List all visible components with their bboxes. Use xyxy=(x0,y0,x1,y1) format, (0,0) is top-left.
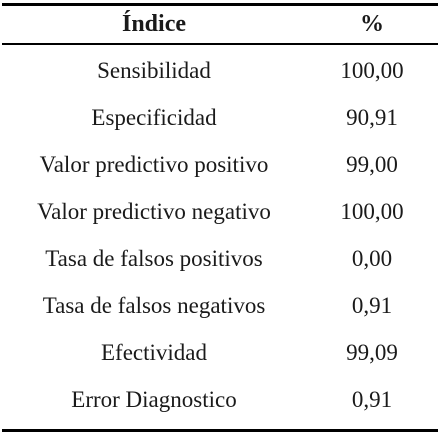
table-row: Valor predictivo negativo 100,00 xyxy=(2,188,438,235)
table-row: Especificidad 90,91 xyxy=(2,94,438,141)
row-index-label: Error Diagnostico xyxy=(71,386,237,412)
row-index-label: Especificidad xyxy=(91,104,217,130)
row-index-label: Efectividad xyxy=(100,339,207,365)
table-top-rule xyxy=(2,3,438,6)
row-index-label: Valor predictivo positivo xyxy=(39,151,269,177)
table-row: Sensibilidad 100,00 xyxy=(2,47,438,94)
row-percent-value: 99,09 xyxy=(346,339,398,365)
table-bottom-rule xyxy=(2,429,438,432)
row-index-label: Sensibilidad xyxy=(97,57,211,83)
row-percent-value: 90,91 xyxy=(346,104,398,130)
row-percent-value: 0,91 xyxy=(351,292,393,318)
diagnostic-indices-table: Índice % Sensibilidad 100,00 Especificid… xyxy=(2,3,438,432)
table-body: Sensibilidad 100,00 Especificidad 90,91 … xyxy=(2,45,438,423)
table-row: Tasa de falsos negativos 0,91 xyxy=(2,282,438,329)
row-index-label: Tasa de falsos negativos xyxy=(42,292,266,318)
header-index: Índice xyxy=(121,11,186,37)
table-row: Tasa de falsos positivos 0,00 xyxy=(2,235,438,282)
table-row: Error Diagnostico 0,91 xyxy=(2,376,438,423)
table-row: Valor predictivo positivo 99,00 xyxy=(2,141,438,188)
row-percent-value: 99,00 xyxy=(346,151,398,177)
row-percent-value: 100,00 xyxy=(340,57,404,83)
table-header-row: Índice % xyxy=(2,6,438,43)
table-header-rule xyxy=(2,43,438,45)
row-index-label: Valor predictivo negativo xyxy=(37,198,271,224)
row-percent-value: 100,00 xyxy=(340,198,404,224)
header-percent: % xyxy=(360,11,384,37)
table-row: Efectividad 99,09 xyxy=(2,329,438,376)
row-percent-value: 0,00 xyxy=(351,245,393,271)
row-percent-value: 0,91 xyxy=(351,386,393,412)
row-index-label: Tasa de falsos positivos xyxy=(45,245,263,271)
